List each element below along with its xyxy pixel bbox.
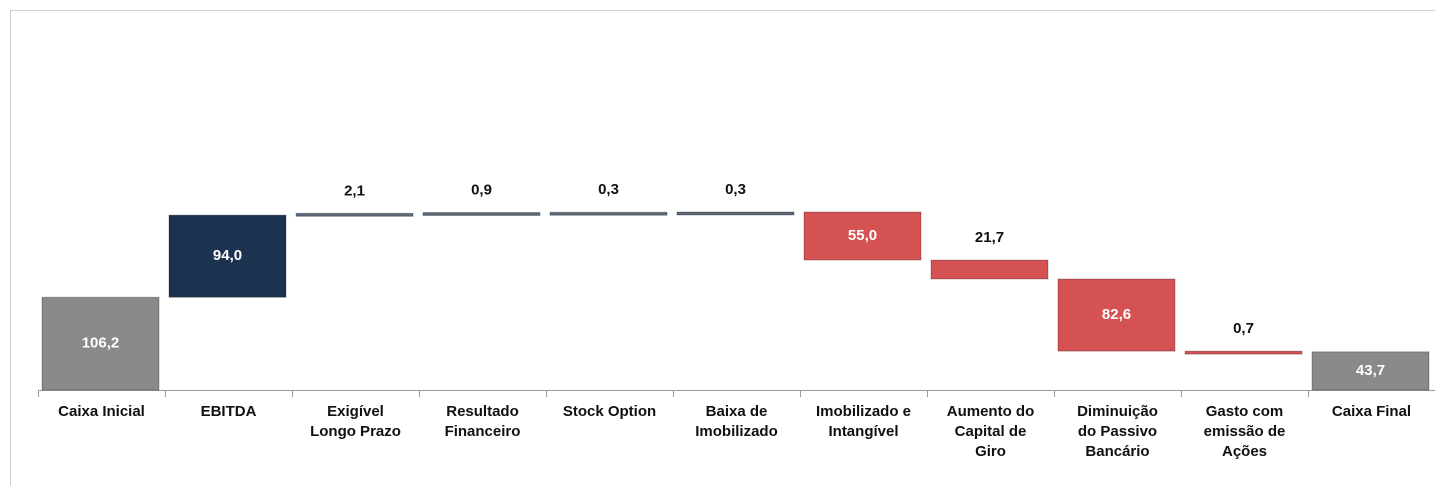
bar — [422, 212, 541, 217]
value-label: 0,9 — [471, 181, 492, 198]
bar — [168, 214, 287, 298]
value-label: 55,0 — [848, 227, 877, 244]
bar — [1057, 278, 1176, 352]
x-tick-label: Aumento do Capital de Giro — [947, 403, 1035, 460]
value-label: 82,6 — [1102, 306, 1131, 323]
bar — [549, 211, 668, 216]
value-label: 94,0 — [213, 247, 242, 264]
bar — [41, 296, 160, 391]
x-tick-label: EBITDA — [201, 403, 257, 420]
value-label: 0,7 — [1233, 320, 1254, 337]
value-label: 21,7 — [975, 229, 1004, 246]
bar — [676, 211, 795, 216]
x-tick-label: Baixa de Imobilizado — [695, 403, 778, 440]
bar — [1311, 351, 1430, 391]
x-tick-label: Imobilizado e Intangível — [816, 403, 911, 440]
bar — [1184, 350, 1303, 355]
x-tick-label: Resultado Financeiro — [445, 403, 521, 440]
x-tick-label: Stock Option — [563, 403, 656, 420]
value-label: 2,1 — [344, 182, 365, 199]
value-label: 0,3 — [725, 181, 746, 198]
x-tick-label: Caixa Inicial — [58, 403, 145, 420]
bar — [930, 259, 1049, 280]
bar — [803, 211, 922, 261]
bar — [295, 212, 414, 217]
x-tick-label: Gasto com emissão de Ações — [1204, 403, 1286, 460]
x-tick-label: Caixa Final — [1332, 403, 1411, 420]
x-tick-label: Diminuição do Passivo Bancário — [1077, 403, 1158, 460]
value-label: 106,2 — [82, 335, 120, 352]
x-tick-label: Exigível Longo Prazo — [310, 403, 401, 440]
value-label: 43,7 — [1356, 362, 1385, 379]
value-label: 0,3 — [598, 181, 619, 198]
